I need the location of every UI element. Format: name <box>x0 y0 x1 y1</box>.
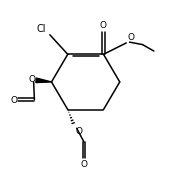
Polygon shape <box>36 78 51 83</box>
Text: O: O <box>10 96 17 105</box>
Text: O: O <box>75 127 82 136</box>
Text: O: O <box>81 160 87 169</box>
Text: O: O <box>100 21 107 30</box>
Text: O: O <box>28 75 35 84</box>
Text: Cl: Cl <box>36 24 46 34</box>
Text: O: O <box>127 33 134 42</box>
